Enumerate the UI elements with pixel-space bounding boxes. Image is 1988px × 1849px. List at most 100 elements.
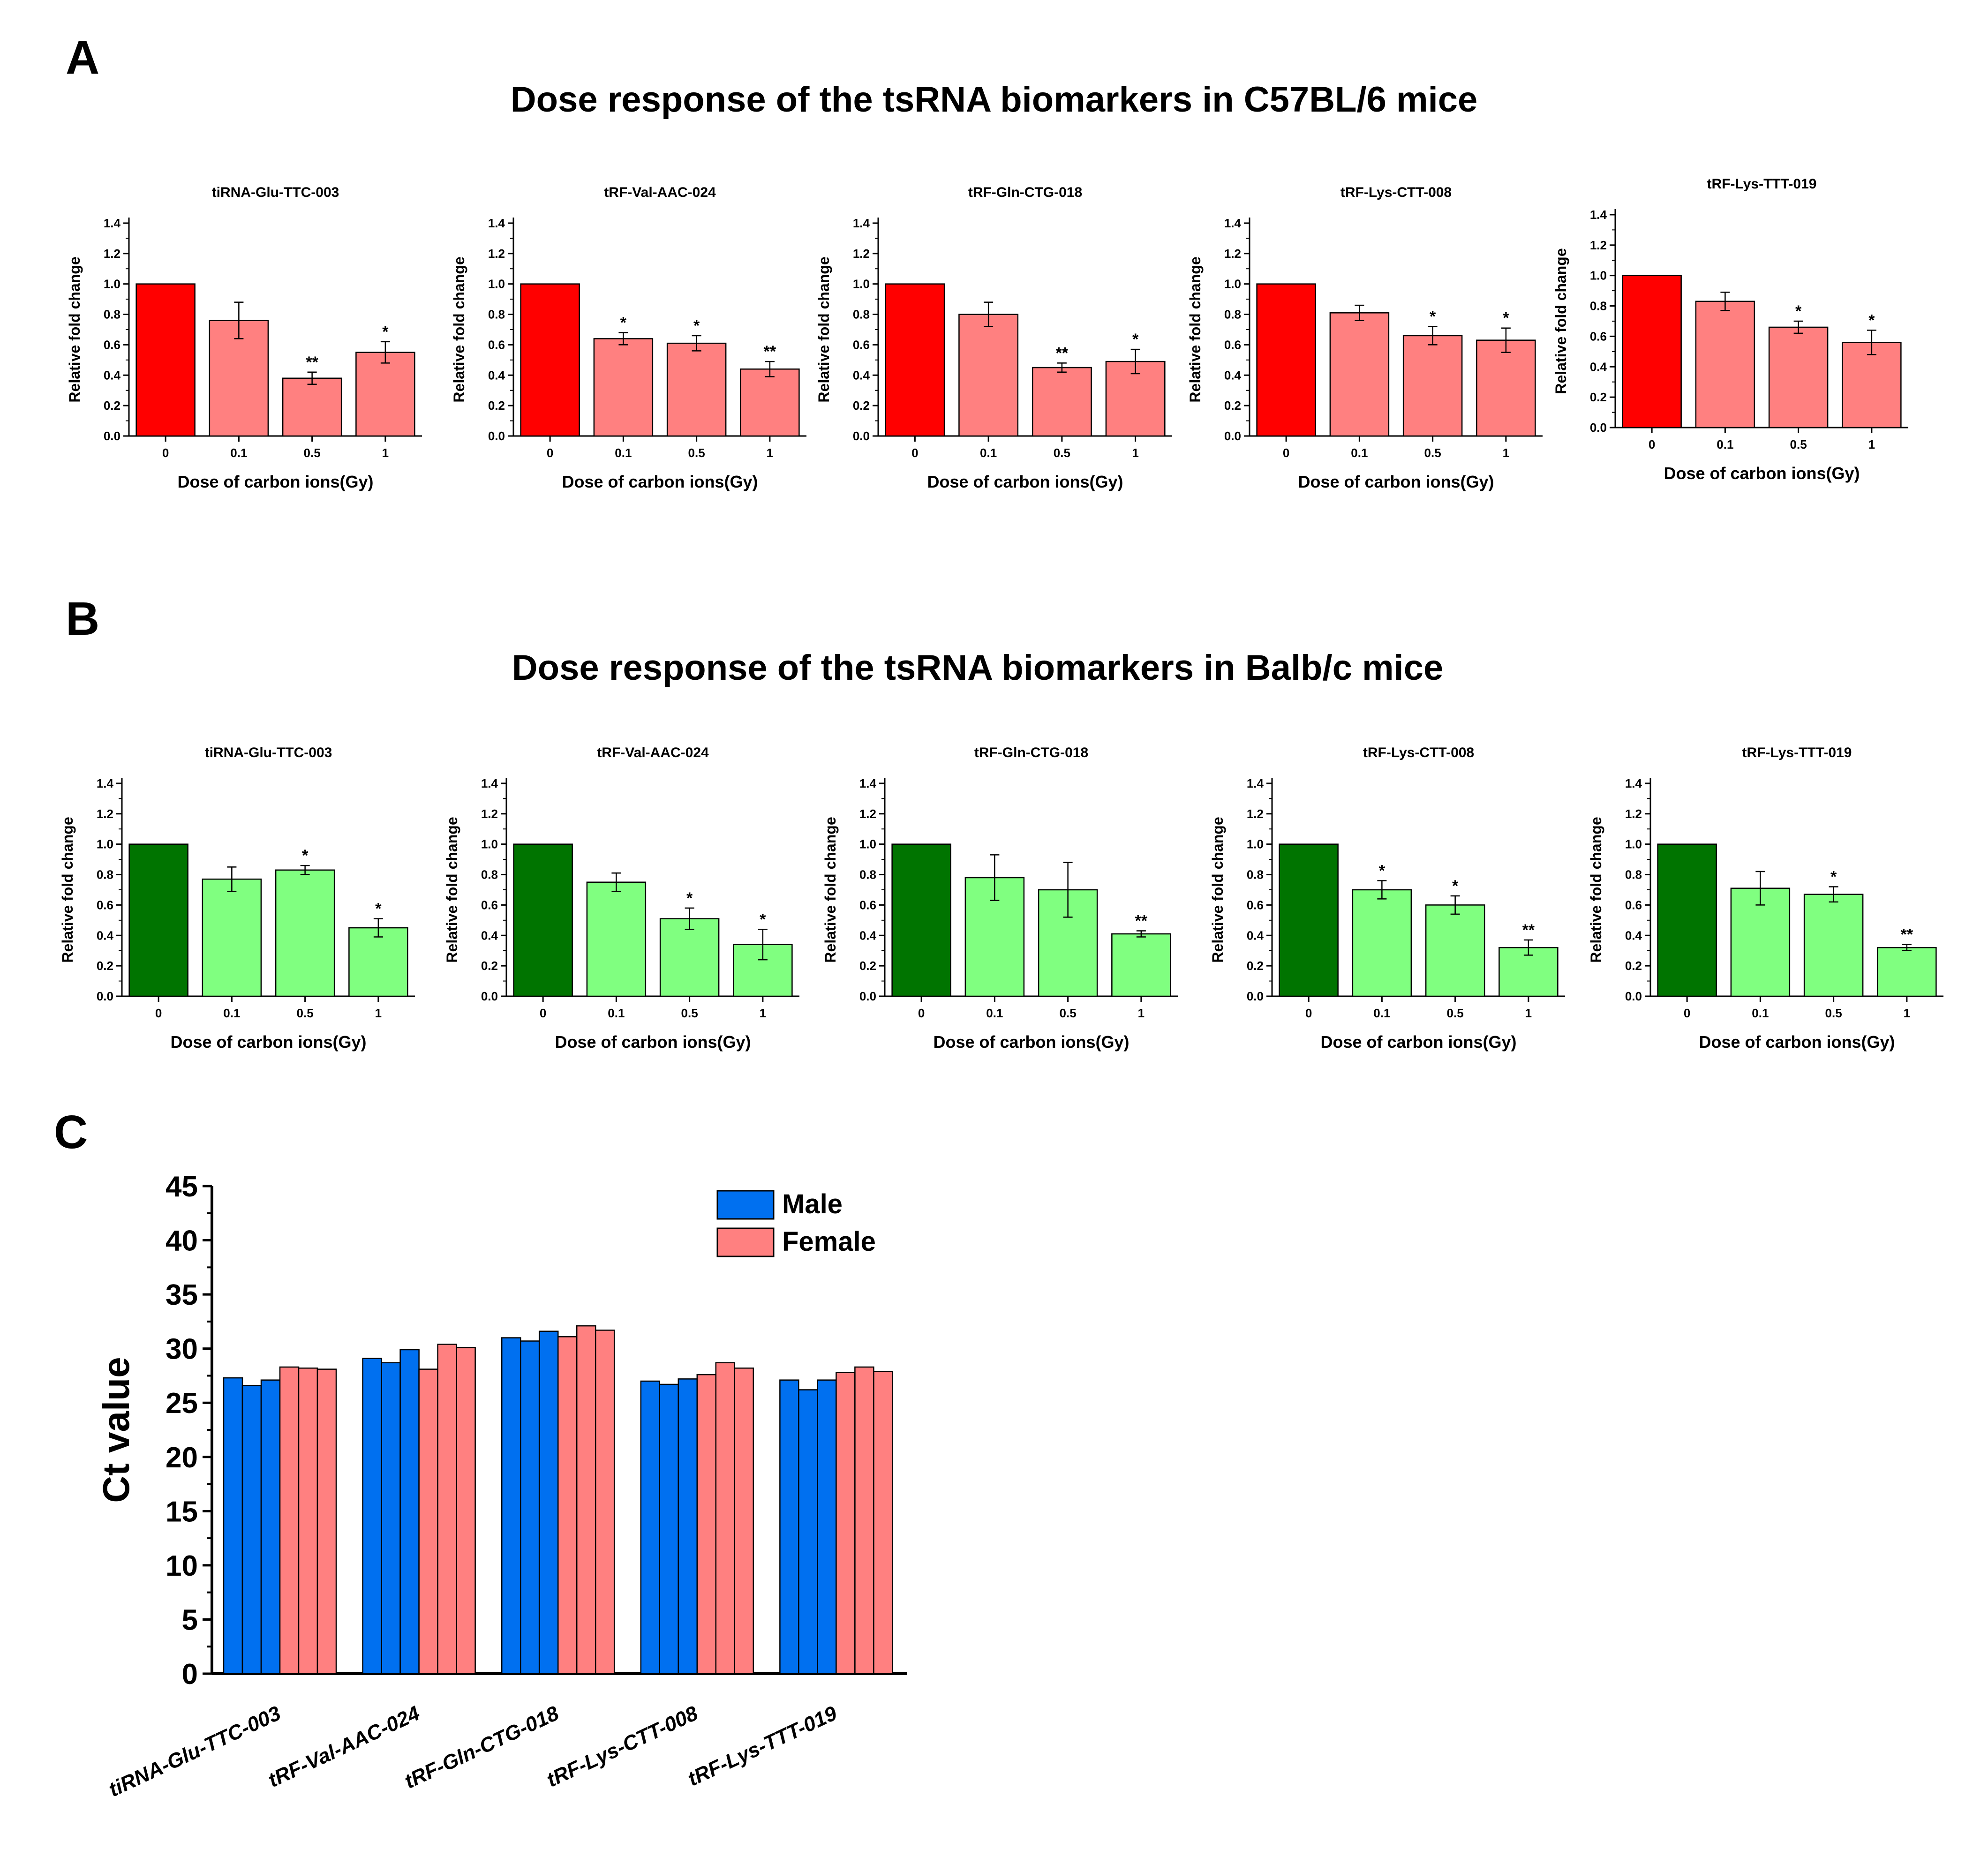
- y-tick-label: 1.4: [481, 776, 498, 790]
- y-tick-label: 0.4: [104, 368, 121, 382]
- x-tick-label: 0: [918, 1006, 925, 1020]
- y-tick-label: 0.2: [853, 398, 870, 413]
- c-y-tick-label: 0: [182, 1658, 198, 1691]
- significance-label: *: [302, 847, 309, 864]
- chart-a3: tRF-Gln-CTG-018 0.0 0.2 0.4 0.6 0.8 1.0 1.2 1.4 R…: [815, 185, 1172, 491]
- y-tick-label: 0.0: [1625, 989, 1642, 1003]
- y-tick-label: 1.2: [488, 247, 505, 261]
- bar: [885, 283, 945, 437]
- y-tick-label: 0.2: [1590, 390, 1607, 404]
- bar: [1425, 904, 1485, 997]
- y-tick-label: 1.0: [488, 277, 505, 291]
- c-y-tick-label: 40: [166, 1225, 198, 1257]
- y-tick-label: 0.8: [1590, 299, 1607, 313]
- significance-label: *: [1379, 862, 1386, 880]
- y-tick-label: 0.2: [97, 959, 113, 973]
- x-tick-label: 0: [911, 446, 918, 460]
- legend-label: Female: [782, 1226, 876, 1257]
- c-y-tick-label: 30: [166, 1333, 198, 1366]
- c-bar: [836, 1372, 856, 1675]
- y-tick-label: 1.4: [1247, 776, 1264, 790]
- y-tick-label: 0.0: [97, 989, 113, 1003]
- chart-title: tRF-Val-AAC-024: [604, 185, 716, 200]
- x-tick-label: 1: [1904, 1006, 1910, 1020]
- significance-label: *: [1830, 868, 1837, 886]
- chart-b3: tRF-Gln-CTG-018 0.0 0.2 0.4 0.6 0.8 1.0 1.2 1.4 R…: [822, 745, 1178, 1052]
- chart-title: tiRNA-Glu-TTC-003: [212, 185, 339, 200]
- y-tick-label: 0.8: [481, 868, 498, 882]
- y-axis-label: Relative fold change: [444, 817, 460, 962]
- y-tick-label: 0.0: [1247, 989, 1264, 1003]
- c-bar: [873, 1370, 893, 1675]
- chart-a5: tRF-Lys-TTT-019 0.0 0.2 0.4 0.6 0.8 1.0 1.2 1.4 R…: [1552, 176, 1908, 483]
- x-axis-label: Dose of carbon ions(Gy): [1320, 1032, 1516, 1052]
- x-tick-label: 0.5: [1790, 437, 1807, 451]
- significance-label: *: [1452, 877, 1459, 895]
- x-tick-label: 0.5: [688, 446, 705, 460]
- y-axis-label: Relative fold change: [451, 256, 467, 402]
- x-tick-label: 1: [1503, 446, 1509, 460]
- y-tick-label: 1.0: [1224, 277, 1241, 291]
- y-tick-label: 0.2: [104, 398, 120, 413]
- y-tick-label: 1.4: [1590, 208, 1607, 222]
- x-tick-label: 0.5: [1447, 1006, 1464, 1020]
- bar: [1352, 889, 1412, 997]
- chart-title: tRF-Lys-CTT-008: [1340, 185, 1452, 200]
- y-tick-label: 0.4: [488, 368, 505, 382]
- bar: [1768, 326, 1829, 428]
- c-y-tick-label: 15: [166, 1496, 198, 1528]
- x-tick-label: 0.5: [1060, 1006, 1077, 1020]
- c-bar: [298, 1368, 318, 1675]
- y-tick-label: 0.2: [488, 398, 505, 413]
- y-tick-label: 0.6: [1590, 329, 1607, 343]
- x-tick-label: 0.1: [223, 1006, 240, 1020]
- c-bar: [279, 1366, 300, 1675]
- c-x-tick-label: tRF-Gln-CTG-018: [401, 1701, 563, 1793]
- bar: [1402, 335, 1463, 437]
- y-tick-label: 0.6: [481, 898, 498, 912]
- y-tick-label: 0.6: [1224, 338, 1241, 352]
- c-y-tick-label: 25: [166, 1387, 198, 1420]
- c-bar: [595, 1330, 615, 1675]
- y-tick-label: 0.6: [859, 898, 876, 912]
- c-y-tick-label: 5: [182, 1604, 198, 1636]
- bar: [593, 338, 654, 437]
- x-axis-label: Dose of carbon ions(Gy): [177, 472, 373, 491]
- significance-label: **: [1135, 912, 1148, 930]
- panel-b-charts: tiRNA-Glu-TTC-003 0.0 0.2 0.4 0.6 0.8 1.0 1.2 1.…: [59, 745, 1943, 1052]
- panel-label-c: C: [54, 1106, 88, 1158]
- x-axis-label: Dose of carbon ions(Gy): [927, 472, 1123, 491]
- y-tick-label: 1.0: [1247, 837, 1264, 851]
- c-x-tick-label: tRF-Val-AAC-024: [265, 1702, 423, 1792]
- bar: [1842, 342, 1902, 428]
- c-bar: [576, 1325, 596, 1675]
- y-tick-label: 0.6: [488, 338, 505, 352]
- chart-b1: tiRNA-Glu-TTC-003 0.0 0.2 0.4 0.6 0.8 1.0 1.2 1.…: [59, 745, 415, 1052]
- y-tick-label: 1.2: [481, 807, 498, 821]
- c-y-tick-label: 35: [166, 1279, 198, 1311]
- chart-title: tRF-Val-AAC-024: [597, 745, 709, 760]
- bar: [202, 879, 262, 997]
- legend-swatch: [716, 1190, 775, 1220]
- bar: [958, 314, 1019, 437]
- c-bar: [779, 1379, 799, 1675]
- y-tick-label: 0.6: [853, 338, 870, 352]
- y-tick-label: 1.4: [104, 216, 121, 230]
- y-tick-label: 0.8: [97, 868, 113, 882]
- chart-a1: tiRNA-Glu-TTC-003 0.0 0.2 0.4 0.6 0.8 1.0 1.2 1.…: [66, 185, 422, 491]
- c-y-tick-label: 45: [166, 1171, 198, 1203]
- x-tick-label: 1: [1132, 446, 1138, 460]
- c-bar: [362, 1358, 382, 1675]
- panel-label-b: B: [66, 593, 99, 645]
- x-tick-label: 0.5: [1825, 1006, 1842, 1020]
- x-tick-label: 1: [1525, 1006, 1532, 1020]
- bar: [1877, 947, 1937, 997]
- c-bar: [381, 1362, 401, 1675]
- panel-label-a: A: [66, 31, 99, 84]
- c-bar: [241, 1384, 262, 1675]
- y-tick-label: 0.0: [1590, 421, 1607, 435]
- y-tick-label: 0.0: [481, 989, 498, 1003]
- y-tick-label: 1.2: [853, 247, 870, 261]
- c-bar: [734, 1368, 754, 1675]
- x-tick-label: 0.1: [980, 446, 997, 460]
